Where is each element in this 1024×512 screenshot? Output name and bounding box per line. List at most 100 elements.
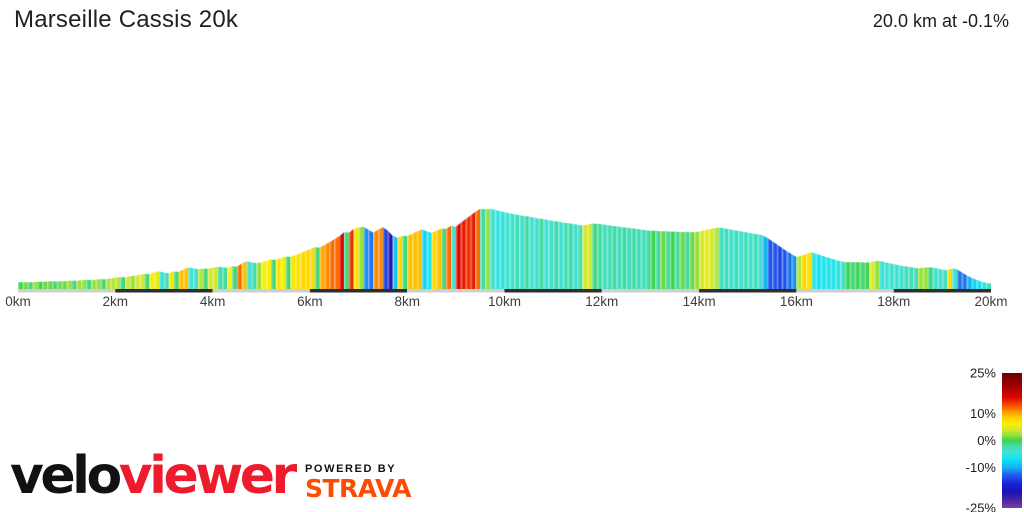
gradient-strip-shine	[509, 213, 515, 289]
gradient-strip-shine	[334, 236, 340, 289]
gradient-strip-shine	[115, 276, 121, 289]
gradient-strip-shine	[733, 229, 739, 289]
gradient-strip-shine	[927, 267, 933, 289]
gradient-strip-shine	[616, 226, 622, 289]
gradient-strip-shine	[227, 266, 233, 289]
gradient-strip-shine	[567, 223, 573, 289]
gradient-strip-shine	[523, 215, 529, 289]
gradient-strip-shine	[781, 247, 787, 289]
gradient-strip-shine	[903, 265, 909, 289]
gradient-strip-shine	[319, 244, 325, 289]
gradient-strip-shine	[728, 228, 734, 289]
legend-tick-label: 10%	[970, 406, 996, 421]
gradient-strip-shine	[358, 226, 364, 289]
gradient-strip-shine	[52, 281, 57, 289]
legend-tick-label: -10%	[966, 460, 997, 475]
gradient-strip-shine	[285, 256, 291, 289]
gradient-strip-shine	[441, 228, 447, 289]
gradient-strip-shine	[105, 278, 111, 289]
gradient-strip-shine	[202, 268, 208, 289]
gradient-strip-shine	[368, 229, 374, 289]
gradient-strip-shine	[382, 226, 388, 289]
gradient-strip-shine	[485, 208, 490, 289]
veloviewer-logo[interactable]: veloviewer	[10, 450, 297, 502]
gradient-strip-shine	[32, 281, 38, 289]
gradient-strip-shine	[849, 261, 855, 289]
gradient-strip-shine	[699, 230, 704, 289]
gradient-strip-shine	[426, 231, 432, 289]
gradient-strip-shine	[42, 281, 48, 289]
baseline-segment	[18, 288, 116, 293]
gradient-strip-shine	[402, 235, 408, 289]
gradient-strip-shine	[669, 231, 675, 289]
gradient-strip-shine	[139, 273, 145, 289]
gradient-strip-shine	[86, 279, 91, 289]
gradient-strip-shine	[922, 267, 928, 289]
gradient-strip-shine	[339, 232, 344, 289]
gradient-strip-shine	[280, 256, 286, 289]
x-axis-tick-label: 2km	[103, 294, 129, 309]
gradient-strip-shine	[752, 233, 758, 289]
gradient-strip-shine	[241, 261, 247, 289]
gradient-strip-shine	[582, 224, 588, 289]
gradient-strip-shine	[207, 267, 213, 289]
gradient-strip-shine	[446, 225, 451, 289]
gradient-strip-shine	[480, 208, 486, 289]
gradient-strip-shine	[450, 225, 456, 289]
gradient-strip-shine	[90, 279, 96, 289]
gradient-strip-shine	[674, 231, 680, 289]
gradient-strip-shine	[961, 272, 967, 289]
gradient-strip-shine	[801, 253, 807, 289]
gradient-strip-shine	[266, 259, 271, 289]
x-axis-tick-label: 4km	[200, 294, 226, 309]
gradient-strip-shine	[431, 230, 437, 289]
gradient-strip-shine	[592, 223, 597, 289]
gradient-strip-shine	[572, 223, 578, 289]
gradient-strip-shine	[825, 256, 831, 289]
gradient-strip-shine	[645, 230, 651, 289]
x-axis-tick-label: 6km	[297, 294, 323, 309]
gradient-strip-shine	[956, 269, 962, 289]
gradient-strip-shine	[300, 251, 306, 289]
gradient-strip-shine	[212, 266, 218, 289]
gradient-strip-shine	[762, 235, 768, 289]
gradient-strip-shine	[61, 280, 67, 289]
gradient-strip-shine	[159, 271, 164, 289]
gradient-strip-shine	[256, 262, 262, 289]
gradient-strip-shine	[232, 266, 237, 289]
gradient-strip-shine	[56, 281, 62, 289]
gradient-strip-shine	[183, 267, 189, 289]
gradient-strip-shine	[144, 273, 150, 289]
gradient-strip-shine	[913, 267, 919, 289]
gradient-strip-shine	[470, 211, 476, 289]
gradient-strip-shine	[888, 262, 894, 289]
gradient-strip-shine	[416, 229, 422, 289]
gradient-strip-shine	[796, 255, 802, 289]
baseline-segment	[504, 288, 602, 293]
gradient-strip-shine	[178, 269, 184, 289]
gradient-strip-shine	[835, 259, 841, 289]
gradient-strip-shine	[261, 260, 267, 289]
gradient-strip-shine	[986, 282, 991, 289]
gradient-strip-shine	[898, 264, 904, 289]
profile-top-edge	[18, 207, 992, 284]
gradient-strip-shine	[66, 280, 72, 289]
gradient-strip-shine	[864, 262, 870, 289]
gradient-strip-shine	[110, 277, 116, 289]
gradient-strip-shine	[908, 266, 914, 289]
gradient-strip-shine	[22, 281, 28, 289]
gradient-strip-shine	[163, 272, 169, 289]
gradient-strip-shine	[188, 267, 194, 289]
baseline-segment	[309, 288, 408, 293]
gradient-strip-shine	[314, 247, 320, 289]
x-axis-tick-label: 10km	[488, 294, 521, 309]
gradient-strip-shine	[173, 271, 179, 289]
gradient-strip-shine	[95, 278, 101, 289]
gradient-strip-shine	[149, 272, 155, 289]
gradient-strip-shine	[893, 263, 899, 289]
gradient-strip-shine	[577, 224, 583, 289]
gradient-strip-shine	[786, 250, 792, 289]
gradient-strip-shine	[504, 212, 510, 289]
strava-attribution[interactable]: POWERED BY STRAVA	[305, 463, 411, 501]
